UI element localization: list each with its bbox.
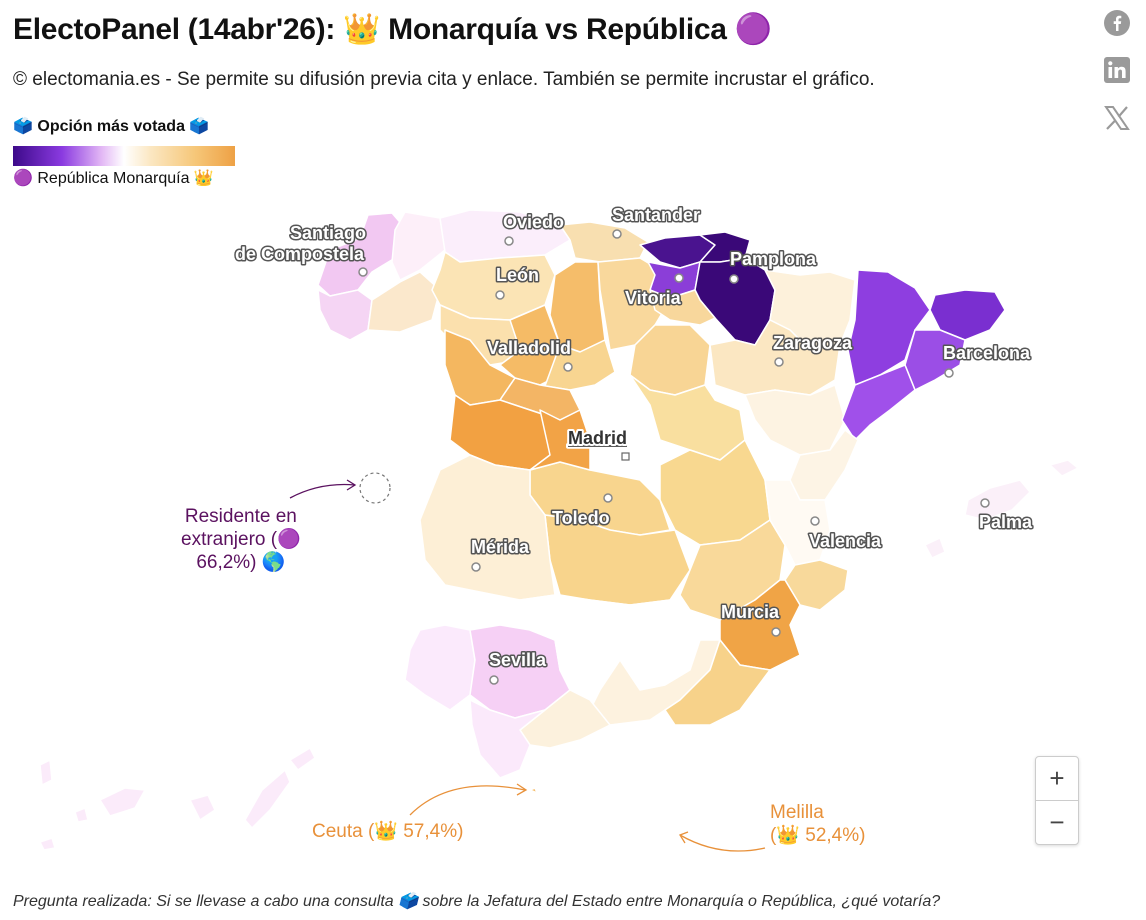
city-label-de-compostela: de Compostela xyxy=(235,244,365,264)
city-label-merida: Mérida xyxy=(471,537,530,557)
region-badajoz[interactable] xyxy=(419,454,556,601)
zoom-in-button[interactable]: + xyxy=(1049,763,1065,793)
region-toledo-west[interactable] xyxy=(529,409,591,471)
city-dot-toledo xyxy=(603,493,613,503)
region-ibiza[interactable] xyxy=(924,537,946,559)
city-label-valladolid: Valladolid xyxy=(487,338,571,358)
region-girona[interactable] xyxy=(929,289,1006,341)
region-teruel[interactable] xyxy=(744,384,846,456)
region-la-gomera[interactable] xyxy=(74,807,89,823)
melilla-annotation-line1: Melilla xyxy=(770,802,824,823)
region-lanzarote[interactable] xyxy=(289,747,316,771)
exterior-annotation-line3: 66,2%) 🌎 xyxy=(196,552,286,573)
region-la-palma[interactable] xyxy=(39,759,53,786)
region-guadalajara[interactable] xyxy=(629,374,746,461)
city-dot-pamplona xyxy=(729,274,739,284)
city-dot-oviedo xyxy=(504,236,514,246)
city-dot-barcelona xyxy=(944,368,954,378)
region-mallorca[interactable] xyxy=(964,479,1031,521)
facebook-share-button[interactable] xyxy=(1102,8,1132,38)
x-icon xyxy=(1104,106,1130,130)
region-la-rioja[interactable] xyxy=(649,289,716,326)
region-cantabria[interactable] xyxy=(559,221,649,263)
legend-label-republica: 🟣 República xyxy=(13,170,109,187)
city-label-santander: Santander xyxy=(612,205,700,225)
melilla-annotation-line2: (👑 52,4%) xyxy=(770,825,866,846)
legend-label-monarquia: Monarquía 👑 xyxy=(112,170,214,187)
exterior-arrow xyxy=(289,483,356,499)
city-dot-santiago xyxy=(358,267,368,277)
region-ceuta[interactable] xyxy=(529,787,538,794)
city-dot-murcia xyxy=(771,627,781,637)
chart-title: ElectoPanel (14abr'26): 👑 Monarquía vs R… xyxy=(13,13,772,46)
region-murcia[interactable] xyxy=(719,579,801,671)
city-label-leon: León xyxy=(496,265,539,285)
city-label-toledo: Toledo xyxy=(552,508,610,528)
legend-labels: 🟣 República Monarquía 👑 xyxy=(13,168,214,188)
city-dot-valladolid xyxy=(563,362,573,372)
city-label-vitoria: Vitoria xyxy=(625,288,682,308)
ceuta-arrow xyxy=(409,785,526,816)
zoom-controls: + − xyxy=(1035,756,1079,845)
region-gran-canaria[interactable] xyxy=(189,794,216,821)
region-tarragona[interactable] xyxy=(841,364,916,441)
region-huelva[interactable] xyxy=(404,624,476,711)
melilla-arrow xyxy=(679,834,766,852)
spain-choropleth-map[interactable]: Santiago de Compostela Oviedo Santander … xyxy=(0,195,1146,885)
city-label-santiago: Santiago xyxy=(290,223,366,243)
region-ourense[interactable] xyxy=(367,271,441,333)
exterior-annotation-line2: extranjero (🟣 xyxy=(181,529,301,550)
region-lleida[interactable] xyxy=(847,269,931,386)
ceuta-annotation: Ceuta (👑 57,4%) xyxy=(312,821,464,842)
melilla-annotation: Melilla (👑 52,4%) xyxy=(770,801,865,847)
region-cadiz[interactable] xyxy=(469,699,546,779)
city-dot-merida xyxy=(471,562,481,572)
melilla-arrowhead xyxy=(679,831,689,844)
city-dot-valencia xyxy=(810,516,820,526)
city-label-madrid: Madrid xyxy=(568,428,627,448)
chart-subtitle: © electomania.es - Se permite su difusió… xyxy=(13,69,875,90)
city-dot-palma xyxy=(980,498,990,508)
city-label-oviedo: Oviedo xyxy=(503,212,564,232)
city-dot-zaragoza xyxy=(774,357,784,367)
exterior-arrowhead xyxy=(346,479,357,491)
city-dot-santander xyxy=(612,229,622,239)
region-menorca[interactable] xyxy=(1049,459,1079,477)
zoom-out-button[interactable]: − xyxy=(1036,800,1078,844)
city-label-palma: Palma xyxy=(979,512,1033,532)
exterior-annotation-line1: Residente en xyxy=(184,506,297,527)
legend-title: 🗳️ Opción más votada 🗳️ xyxy=(13,118,210,135)
region-ciudad-real[interactable] xyxy=(544,514,691,606)
city-label-pamplona: Pamplona xyxy=(730,249,817,269)
exterior-marker[interactable] xyxy=(359,472,391,504)
legend-color-scale xyxy=(13,146,235,166)
region-fuerteventura[interactable] xyxy=(244,769,291,829)
exterior-annotation: Residente en extranjero (🟣 66,2%) 🌎 xyxy=(181,505,301,574)
question-footnote: Pregunta realizada: Si se llevase a cabo… xyxy=(13,893,941,910)
ceuta-arrowhead xyxy=(516,783,528,796)
facebook-icon xyxy=(1104,10,1130,36)
city-label-sevilla: Sevilla xyxy=(489,650,547,670)
region-el-hierro[interactable] xyxy=(39,837,56,851)
city-label-barcelona: Barcelona xyxy=(943,343,1031,363)
city-label-murcia: Murcia xyxy=(721,602,780,622)
city-label-valencia: Valencia xyxy=(809,531,882,551)
region-lugo[interactable] xyxy=(391,211,446,281)
region-valencia[interactable] xyxy=(764,479,831,566)
city-dot-vitoria xyxy=(674,273,684,283)
city-dot-leon xyxy=(495,290,505,300)
region-almeria[interactable] xyxy=(664,639,771,726)
city-label-zaragoza: Zaragoza xyxy=(773,333,853,353)
region-pontevedra[interactable] xyxy=(317,289,373,341)
x-share-button[interactable] xyxy=(1102,103,1132,133)
linkedin-icon xyxy=(1104,57,1130,83)
city-dot-madrid xyxy=(621,452,630,461)
region-alicante[interactable] xyxy=(784,559,849,611)
linkedin-share-button[interactable] xyxy=(1102,55,1132,85)
region-tenerife[interactable] xyxy=(99,787,146,817)
city-dot-sevilla xyxy=(489,675,499,685)
